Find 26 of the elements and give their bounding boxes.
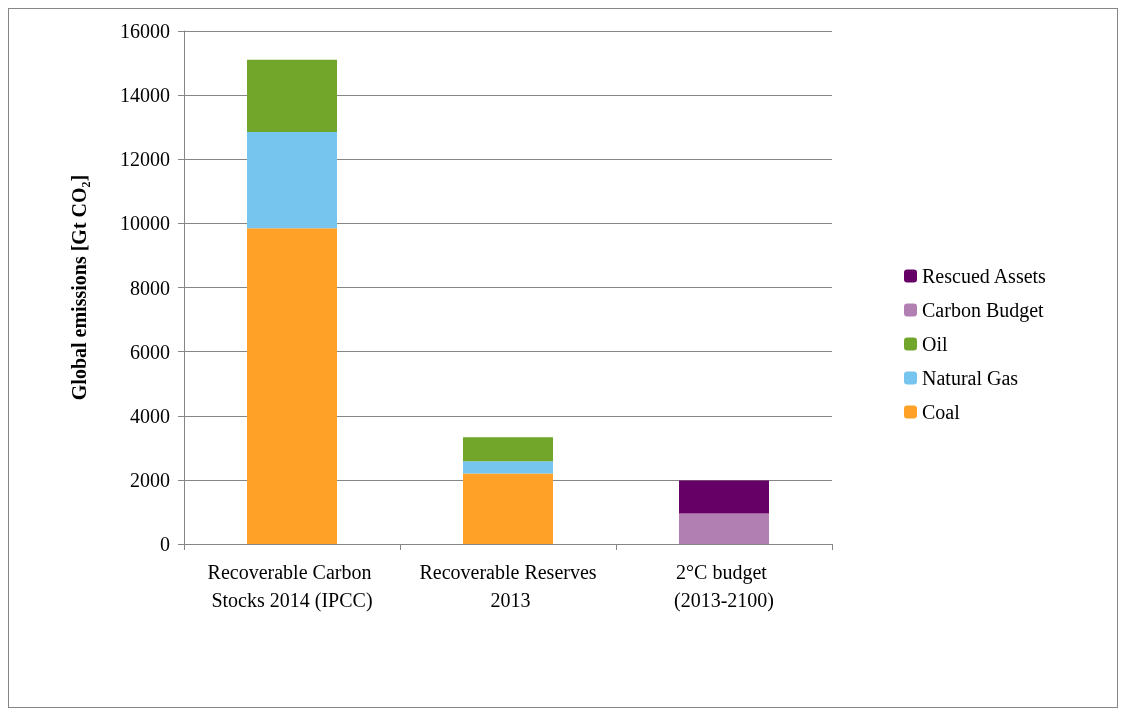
bar — [679, 480, 769, 514]
y-tick-label: 0 — [160, 533, 170, 555]
y-tick-label: 2000 — [130, 468, 170, 491]
y-tick-label: 14000 — [120, 84, 170, 107]
bar — [679, 513, 769, 544]
y-tick-label: 6000 — [130, 340, 170, 363]
bar — [463, 473, 553, 544]
bar — [463, 461, 553, 474]
legend-label: Carbon Budget — [922, 299, 1045, 322]
x-tick-label: Recoverable Reserves 2013 — [419, 561, 597, 611]
bar — [247, 59, 337, 132]
y-tick-label: 12000 — [120, 148, 170, 171]
x-tick-label: 2°C budget (2013-2100) — [674, 561, 774, 612]
bar — [247, 228, 337, 544]
bar — [247, 132, 337, 229]
y-tick-label: 4000 — [130, 404, 170, 427]
x-tick-label: Recoverable Carbon Stocks 2014 (IPCC) — [207, 561, 377, 612]
y-tick-label: 8000 — [130, 276, 170, 299]
y-tick-label: 10000 — [120, 212, 170, 235]
y-tick-label: 16000 — [120, 20, 170, 42]
legend-label: Natural Gas — [922, 367, 1019, 389]
bar — [463, 437, 553, 462]
legend-label: Coal — [922, 401, 961, 423]
legend-label: Oil — [922, 333, 948, 355]
legend-label: Rescued Assets — [922, 265, 1047, 287]
y-axis-title: Global emissions [Gt CO₂] — [68, 174, 90, 401]
